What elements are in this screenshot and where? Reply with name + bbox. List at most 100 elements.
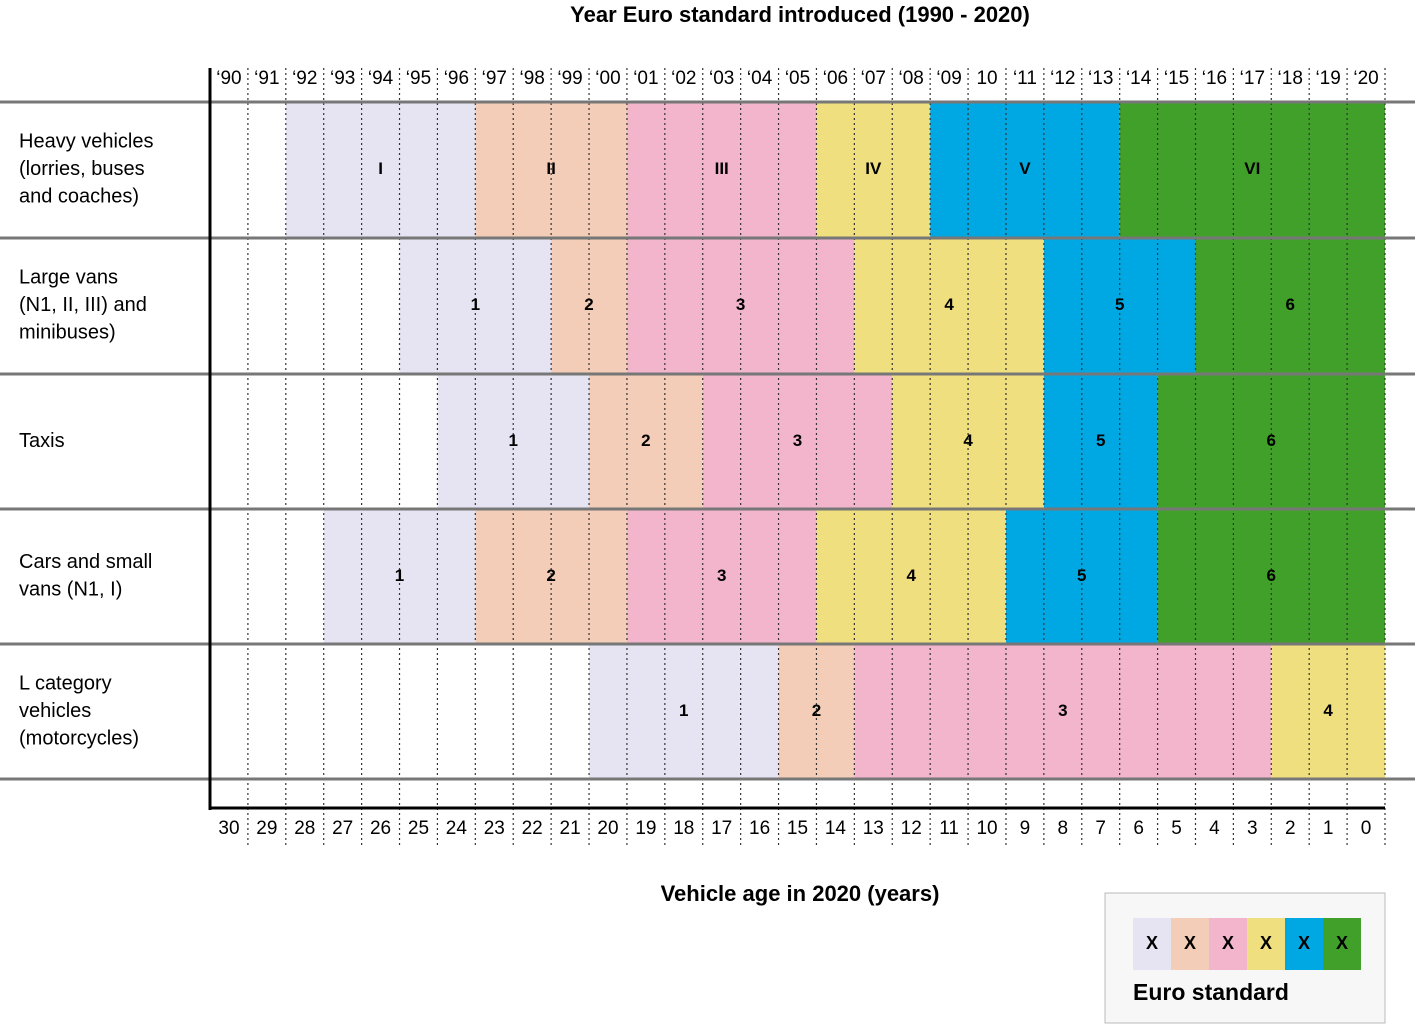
row-label: vehicles <box>19 700 91 722</box>
title: Year Euro standard introduced (1990 - 20… <box>570 2 1030 27</box>
age-label: 1 <box>1323 818 1334 839</box>
segment-label: I <box>378 159 383 178</box>
segment <box>589 644 779 779</box>
segment <box>1043 374 1158 509</box>
age-label: 4 <box>1209 818 1220 839</box>
row-label: (motorcycles) <box>19 727 139 749</box>
age-label: 12 <box>901 818 922 839</box>
age-label: 20 <box>597 818 618 839</box>
year-label: ‘07 <box>861 68 886 89</box>
segment-label: III <box>715 159 729 178</box>
legend-swatch <box>1209 918 1247 970</box>
segment-label: 2 <box>546 566 555 585</box>
segment <box>892 374 1044 509</box>
year-label: ‘05 <box>785 68 810 89</box>
segment-label: 5 <box>1115 295 1124 314</box>
segment <box>626 238 855 373</box>
year-label: ‘06 <box>823 68 848 89</box>
year-label: ‘15 <box>1164 68 1189 89</box>
segment-label: 3 <box>1058 701 1067 720</box>
segment-label: II <box>546 159 555 178</box>
age-label: 14 <box>825 818 847 839</box>
segment <box>778 644 855 779</box>
legend-swatch <box>1285 918 1323 970</box>
age-label: 6 <box>1133 818 1144 839</box>
segment <box>702 374 893 509</box>
row-label: Cars and small <box>19 551 152 573</box>
year-label: ‘17 <box>1240 68 1265 89</box>
year-label: ‘08 <box>899 68 924 89</box>
year-label: ‘04 <box>747 68 773 89</box>
segment <box>589 374 703 509</box>
year-label: ‘90 <box>216 68 241 89</box>
year-label: ‘01 <box>633 68 658 89</box>
legend-swatch-label: X <box>1184 933 1196 953</box>
legend-swatch <box>1323 918 1361 970</box>
segment <box>930 102 1120 237</box>
age-label: 22 <box>522 818 543 839</box>
year-label: ‘91 <box>254 68 279 89</box>
age-label: 9 <box>1020 818 1031 839</box>
row-label: and coaches) <box>19 185 139 207</box>
segment <box>816 102 931 237</box>
segment <box>399 238 552 373</box>
year-label: ‘14 <box>1126 68 1152 89</box>
segment <box>323 509 476 644</box>
legend-swatch-label: X <box>1222 933 1234 953</box>
age-label: 10 <box>976 818 997 839</box>
segment-label: 2 <box>641 431 650 450</box>
segment <box>1043 238 1196 373</box>
segment-label: IV <box>865 159 882 178</box>
year-label: ‘99 <box>557 68 582 89</box>
segment <box>626 102 817 237</box>
x-label: Vehicle age in 2020 (years) <box>661 881 940 906</box>
age-label: 19 <box>635 818 656 839</box>
segment <box>1157 374 1385 509</box>
segment <box>551 238 627 373</box>
segment-label: 1 <box>471 295 480 314</box>
year-label: ‘93 <box>330 68 355 89</box>
age-label: 28 <box>294 818 315 839</box>
segment-label: 3 <box>717 566 726 585</box>
segment <box>1157 509 1385 644</box>
segment-label: 6 <box>1267 431 1276 450</box>
year-label: ‘02 <box>671 68 696 89</box>
segment <box>854 644 1272 779</box>
segment <box>1119 102 1385 237</box>
row-label: Taxis <box>19 430 65 452</box>
year-label: ‘97 <box>482 68 507 89</box>
segment <box>475 509 627 644</box>
age-label: 18 <box>673 818 694 839</box>
segment-label: 4 <box>944 295 954 314</box>
row-label: L category <box>19 672 112 694</box>
segment <box>626 509 817 644</box>
age-label: 13 <box>863 818 884 839</box>
row-label: vans (N1, I) <box>19 579 122 601</box>
legend-swatch-label: X <box>1336 933 1348 953</box>
year-label: ‘03 <box>709 68 734 89</box>
year-label: ‘16 <box>1202 68 1227 89</box>
row-label: minibuses) <box>19 321 116 343</box>
age-label: 3 <box>1247 818 1258 839</box>
segment-label: 2 <box>584 295 593 314</box>
row-label: Heavy vehicles <box>19 130 154 152</box>
segment-label: 6 <box>1267 566 1276 585</box>
row-label: (N1, II, III) and <box>19 294 147 316</box>
segment-label: 1 <box>679 701 688 720</box>
segment <box>854 238 1044 373</box>
row-label: Large vans <box>19 266 118 288</box>
age-label: 0 <box>1361 818 1372 839</box>
segment <box>1005 509 1158 644</box>
legend-swatch-label: X <box>1260 933 1272 953</box>
segment-label: 6 <box>1286 295 1295 314</box>
year-label: ‘13 <box>1088 68 1113 89</box>
age-label: 2 <box>1285 818 1296 839</box>
age-label: 27 <box>332 818 353 839</box>
year-label: ‘95 <box>406 68 431 89</box>
year-label: ‘09 <box>936 68 961 89</box>
segment-label: 2 <box>812 701 821 720</box>
age-label: 25 <box>408 818 429 839</box>
segment-label: V <box>1019 159 1031 178</box>
legend-swatch <box>1171 918 1209 970</box>
